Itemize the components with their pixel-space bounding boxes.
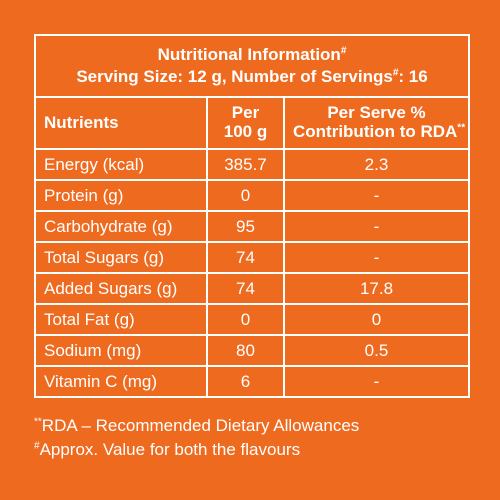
- title-line1: Nutritional Information: [157, 44, 341, 64]
- footnote-approx: #Approx. Value for both the flavours: [34, 438, 474, 462]
- nutrient-name: Protein (g): [34, 179, 208, 212]
- table-row: Protein (g) 0 -: [34, 179, 470, 212]
- nutrient-name: Added Sugars (g): [34, 272, 208, 305]
- header-per-100g: Per 100 g: [206, 96, 285, 150]
- table-row: Added Sugars (g) 74 17.8: [34, 272, 470, 305]
- title-line1-mark: #: [340, 45, 347, 57]
- header-row: Nutrients Per 100 g Per Serve % Contribu…: [34, 96, 470, 150]
- footnote-rda-text: RDA – Recommended Dietary Allowances: [41, 416, 360, 435]
- nutrient-name: Total Sugars (g): [34, 241, 208, 274]
- title-line2-mark: #: [392, 67, 399, 79]
- table-title: Nutritional Information# Serving Size: 1…: [34, 34, 470, 98]
- title-line2-post: : 16: [398, 67, 428, 86]
- nutrition-table: Nutritional Information# Serving Size: 1…: [34, 34, 470, 398]
- per-100g-value: 74: [206, 241, 285, 274]
- footnote-rda: **RDA – Recommended Dietary Allowances: [34, 414, 474, 438]
- title-row: Nutritional Information# Serving Size: 1…: [34, 34, 470, 98]
- header-rda-mark: **: [457, 122, 466, 134]
- header-per-line2: 100 g: [223, 122, 268, 141]
- per-100g-value: 95: [206, 210, 285, 243]
- header-nutrients: Nutrients: [34, 96, 208, 150]
- rda-value: -: [283, 179, 470, 212]
- nutrient-name: Carbohydrate (g): [34, 210, 208, 243]
- rda-value: 2.3: [283, 148, 470, 181]
- header-per-line1: Per: [231, 103, 260, 123]
- footnote-approx-text: Approx. Value for both the flavours: [39, 439, 301, 459]
- per-100g-value: 74: [206, 272, 285, 305]
- rda-value: 0.5: [283, 334, 470, 367]
- header-rda: Per Serve % Contribution to RDA**: [283, 96, 470, 150]
- header-rda-line2: Contribution to RDA: [293, 122, 458, 141]
- nutrient-name: Total Fat (g): [34, 303, 208, 336]
- rda-value: 17.8: [283, 272, 470, 305]
- footnote-rda-mark: **: [34, 416, 42, 428]
- rda-value: -: [283, 365, 470, 398]
- table-row: Carbohydrate (g) 95 -: [34, 210, 470, 243]
- per-100g-value: 0: [206, 303, 285, 336]
- rda-value: 0: [283, 303, 470, 336]
- nutrient-name: Sodium (mg): [34, 334, 208, 367]
- table-row: Total Fat (g) 0 0: [34, 303, 470, 336]
- footnote-approx-mark: #: [34, 440, 40, 452]
- per-100g-value: 385.7: [206, 148, 285, 181]
- rda-value: -: [283, 241, 470, 274]
- table-row: Energy (kcal) 385.7 2.3: [34, 148, 470, 181]
- per-100g-value: 80: [206, 334, 285, 367]
- per-100g-value: 6: [206, 365, 285, 398]
- nutrient-name: Vitamin C (mg): [34, 365, 208, 398]
- table-row: Total Sugars (g) 74 -: [34, 241, 470, 274]
- per-100g-value: 0: [206, 179, 285, 212]
- footnotes: **RDA – Recommended Dietary Allowances #…: [34, 414, 474, 462]
- table-row: Vitamin C (mg) 6 -: [34, 365, 470, 398]
- table-row: Sodium (mg) 80 0.5: [34, 334, 470, 367]
- rda-value: -: [283, 210, 470, 243]
- nutrient-name: Energy (kcal): [34, 148, 208, 181]
- header-rda-line1: Per Serve %: [327, 103, 426, 123]
- title-line2: Serving Size: 12 g, Number of Servings: [76, 67, 393, 86]
